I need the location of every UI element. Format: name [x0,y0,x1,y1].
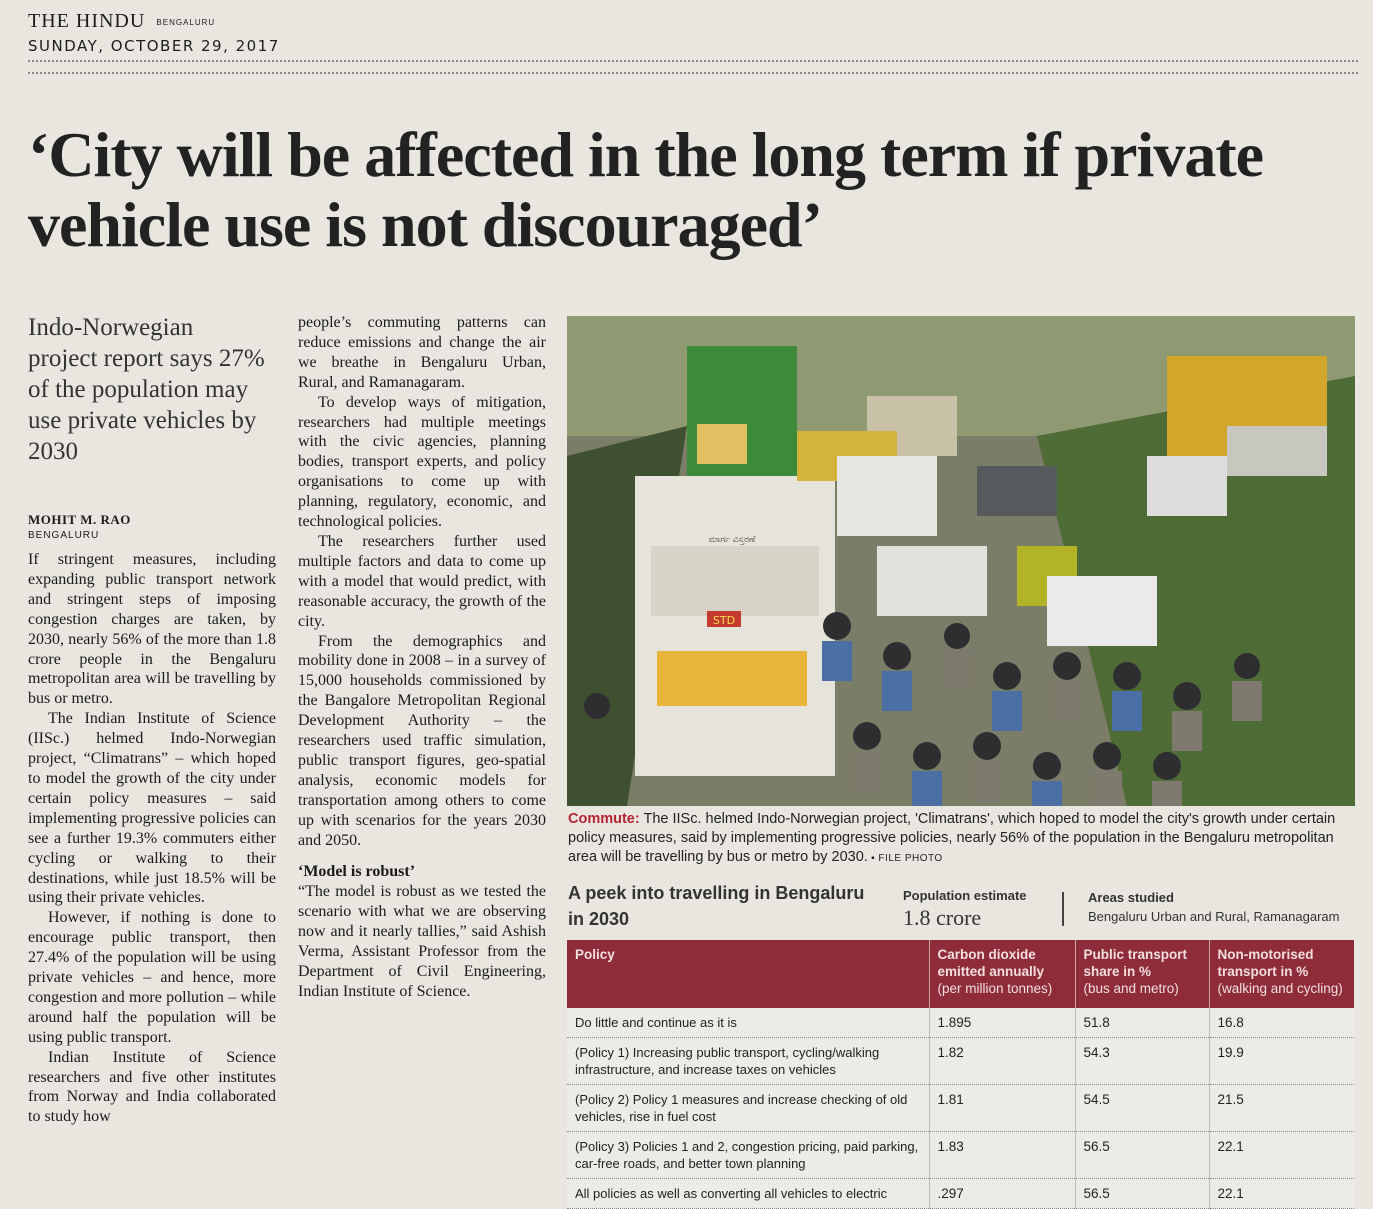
policy-cell: Do little and continue as it is [567,1008,930,1038]
traffic-photo: STD ಮಾರ್ಗ ವಿಸ್ತರಣೆ [567,316,1355,806]
co2-cell: 1.83 [929,1131,1076,1179]
population-label: Population estimate [903,888,1027,903]
header-policy: Policy [567,940,930,1008]
masthead-rule [28,60,1358,74]
table-row: Do little and continue as it is 1.895 51… [567,1008,1354,1038]
headline: ‘City will be affected in the long term … [28,119,1264,260]
areas-label: Areas studied [1088,890,1174,905]
photo-credit: ▪ FILE PHOTO [867,853,943,864]
non-motorised-cell: 16.8 [1209,1008,1354,1038]
paragraph: The researchers further used multiple fa… [298,532,546,630]
policy-cell: (Policy 2) Policy 1 measures and increas… [567,1084,930,1132]
caption-text: The IISc. helmed Indo-Norwegian project,… [568,811,1336,865]
population-value: 1.8 crore [903,905,982,930]
paragraph: To develop ways of mitigation, researche… [298,393,546,531]
newspaper-name: THE HINDU [28,10,146,32]
table-header-row: Policy Carbon dioxide emitted annually (p… [567,940,1354,1008]
table-row: (Policy 1) Increasing public transport, … [567,1037,1354,1085]
policy-cell: (Policy 3) Policies 1 and 2, congestion … [567,1131,930,1179]
paragraph: “The model is robust as we tested the sc… [298,883,546,1000]
non-motorised-cell: 22.1 [1209,1131,1354,1179]
table-row: All policies as well as converting all v… [567,1178,1354,1209]
bus-side-text: ಮಾರ್ಗ ವಿಸ್ತರಣೆ [709,535,756,545]
header-co2: Carbon dioxide emitted annually (per mill… [929,940,1076,1008]
policy-table: Policy Carbon dioxide emitted annually (p… [567,940,1354,1209]
paragraph: If stringent measures, including expandi… [28,551,276,708]
paragraph: From the demographics and mobility done … [298,632,546,849]
non-motorised-cell: 19.9 [1209,1037,1354,1085]
policy-cell: All policies as well as converting all v… [567,1178,930,1209]
edition-city: BENGALURU [156,18,216,27]
public-transport-cell: 54.3 [1075,1037,1210,1085]
article-column-2: people’s commuting patterns can reduce e… [298,313,546,1002]
co2-cell: 1.81 [929,1084,1076,1132]
byline: MOHIT M. RAO BENGALURU [28,512,131,541]
public-transport-cell: 51.8 [1075,1008,1210,1038]
co2-cell: 1.895 [929,1008,1076,1038]
population-stat: Population estimate 1.8 crore [903,888,1027,931]
issue-date: SUNDAY, OCTOBER 29, 2017 [28,37,280,55]
infobox-title: A peek into travelling in Bengaluru in 2… [568,883,865,929]
co2-cell: .297 [929,1178,1076,1209]
paragraph: Indian Institute of Science researchers … [28,1048,276,1126]
paragraph: However, if nothing is done to encourage… [28,909,276,1046]
policy-cell: (Policy 1) Increasing public transport, … [567,1037,930,1085]
paragraph: The Indian Institute of Science (IISc.) … [28,710,276,907]
photo-caption: Commute: The IISc. helmed Indo-Norwegian… [568,810,1348,868]
subheading: ‘Model is robust’ [298,863,416,881]
dateline-place: BENGALURU [28,530,100,541]
public-transport-cell: 54.5 [1075,1084,1210,1132]
header-non-motorised: Non-motorised transport in % (walking and… [1209,940,1354,1008]
non-motorised-cell: 22.1 [1209,1178,1354,1209]
public-transport-cell: 56.5 [1075,1131,1210,1179]
table-row: (Policy 2) Policy 1 measures and increas… [567,1084,1354,1132]
header-public-transport: Public transport share in % (bus and metr… [1075,940,1210,1008]
author-name: MOHIT M. RAO [28,512,131,527]
caption-lead: Commute: [568,811,640,827]
masthead: THE HINDU BENGALURU SUNDAY, OCTOBER 29, … [28,10,280,55]
paragraph: people’s commuting patterns can reduce e… [298,314,546,391]
traffic-photo-illustration: STD ಮಾರ್ಗ ವಿಸ್ತರಣೆ [567,316,1355,806]
table-row: (Policy 3) Policies 1 and 2, congestion … [567,1131,1354,1179]
areas-value: Bengaluru Urban and Rural, Ramanagaram [1088,909,1340,924]
bus-route-sign: STD [713,614,735,627]
public-transport-cell: 56.5 [1075,1178,1210,1209]
co2-cell: 1.82 [929,1037,1076,1085]
article-column-1: If stringent measures, including expandi… [28,550,276,1127]
non-motorised-cell: 21.5 [1209,1084,1354,1132]
areas-stat: Areas studied Bengaluru Urban and Rural,… [1088,890,1339,924]
deck-summary: Indo-Norwegian project report says 27% o… [28,314,265,465]
stat-divider [1062,892,1064,926]
